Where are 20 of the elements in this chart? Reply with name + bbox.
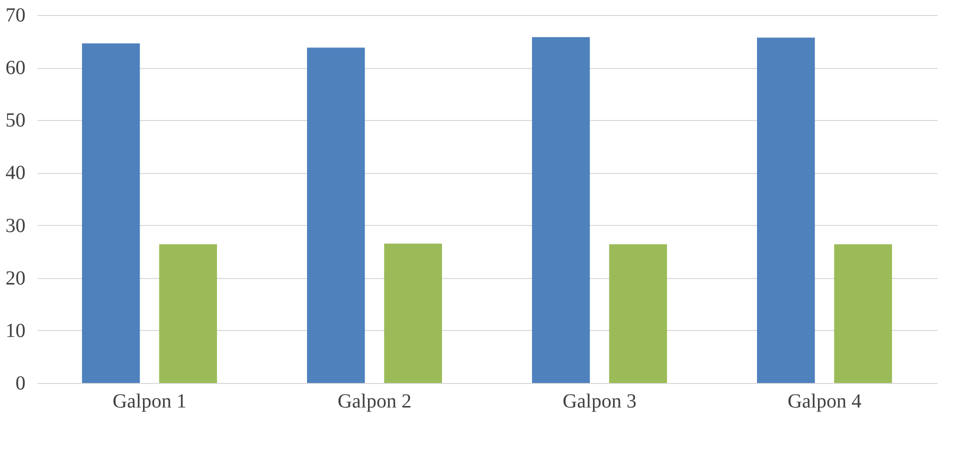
y-tick-label: 50 <box>6 110 26 132</box>
bar <box>384 244 442 383</box>
y-tick-label: 40 <box>6 162 26 184</box>
y-tick-label: 20 <box>6 267 26 290</box>
bar <box>834 244 892 383</box>
y-tick-label: 10 <box>6 320 26 342</box>
bar <box>609 244 667 383</box>
bar <box>159 244 217 383</box>
bar <box>82 43 140 383</box>
x-tick-label: Galpon 3 <box>562 390 636 412</box>
y-tick-label: 30 <box>6 214 26 237</box>
bar <box>532 37 590 383</box>
y-tick-label: 0 <box>16 372 26 394</box>
bar <box>757 38 815 383</box>
x-tick-label: Galpon 4 <box>788 390 862 412</box>
y-tick-label: 70 <box>6 4 26 26</box>
x-tick-label: Galpon 1 <box>112 390 186 412</box>
bar <box>307 48 365 383</box>
x-tick-label: Galpon 2 <box>338 390 412 412</box>
y-tick-label: 60 <box>6 57 26 80</box>
